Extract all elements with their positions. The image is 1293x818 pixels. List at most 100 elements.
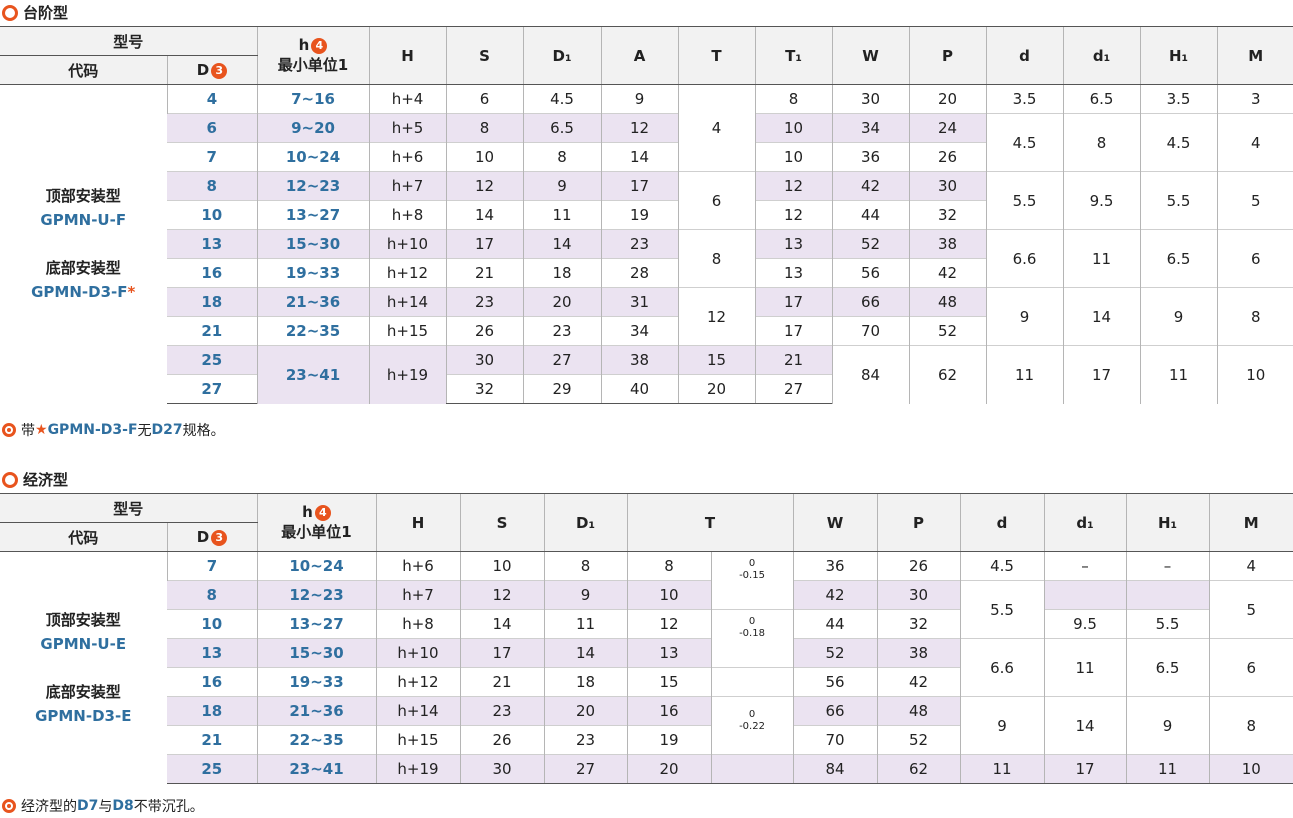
table-cell: 10 bbox=[445, 142, 524, 172]
table-cell: 10~24 bbox=[256, 551, 377, 581]
header-T: T bbox=[626, 493, 794, 552]
header-D1: D₁ bbox=[522, 26, 602, 85]
table-cell: 9 bbox=[600, 84, 679, 114]
table-cell: 5.5 bbox=[1125, 609, 1210, 639]
note-bullet-icon bbox=[2, 423, 16, 437]
table-cell: 27 bbox=[167, 374, 258, 404]
table-cell: 27 bbox=[522, 345, 602, 375]
table-cell: 17 bbox=[754, 316, 833, 346]
note-3-badge: 3 bbox=[211, 63, 228, 79]
code-cell: 顶部安装型 GPMN-U-F 底部安装型 GPMN-D3-F* bbox=[0, 84, 167, 404]
table-cell: 9 bbox=[959, 696, 1045, 755]
table-cell: 52 bbox=[876, 725, 961, 755]
section-title-text: 台阶型 bbox=[23, 4, 69, 22]
table-cell: h+8 bbox=[368, 200, 447, 230]
star-icon: ★ bbox=[35, 422, 48, 438]
table-cell: 40 bbox=[600, 374, 679, 404]
table-cell: 8 bbox=[1208, 696, 1293, 755]
table-cell: 27 bbox=[543, 754, 628, 784]
economy-type-footnote: 经济型的 D7 与 D8 不带沉孔。 bbox=[2, 796, 204, 816]
table-cell: – bbox=[1125, 551, 1210, 581]
table-cell: 26 bbox=[908, 142, 987, 172]
table-cell: 38 bbox=[876, 638, 961, 668]
table-cell: 9 bbox=[1125, 696, 1210, 755]
table-cell: 8 bbox=[1062, 113, 1141, 172]
table-cell: 3.5 bbox=[1139, 84, 1218, 114]
table-cell: 15 bbox=[677, 345, 756, 375]
table-cell: h+10 bbox=[368, 229, 447, 259]
table-cell: 30 bbox=[908, 171, 987, 201]
table-cell: 42 bbox=[831, 171, 910, 201]
table-cell: 25 bbox=[167, 345, 258, 375]
table-cell: 10 bbox=[1216, 345, 1293, 404]
table-cell: 18 bbox=[543, 667, 628, 697]
note-4-badge: 4 bbox=[314, 505, 331, 521]
table-cell: 9~20 bbox=[256, 113, 370, 143]
table-cell: 21~36 bbox=[256, 287, 370, 317]
table-cell bbox=[710, 667, 794, 697]
table-cell: 5.5 bbox=[985, 171, 1064, 230]
table-cell: 4 bbox=[677, 84, 756, 172]
table-cell: 84 bbox=[792, 754, 878, 784]
table-cell: h+7 bbox=[368, 171, 447, 201]
table-cell: 42 bbox=[792, 580, 878, 610]
table-cell: 3 bbox=[1216, 84, 1293, 114]
table-cell: 23~41 bbox=[256, 345, 370, 404]
table-cell: h+7 bbox=[375, 580, 461, 610]
table-cell: h+19 bbox=[368, 345, 447, 404]
table-cell: 21 bbox=[445, 258, 524, 288]
header-S: S bbox=[445, 26, 524, 85]
table-cell: 13~27 bbox=[256, 200, 370, 230]
table-cell: h+14 bbox=[375, 696, 461, 726]
section-title-economy: 经济型 bbox=[2, 469, 68, 490]
table-cell: 70 bbox=[792, 725, 878, 755]
table-cell: 11 bbox=[543, 609, 628, 639]
table-cell: 13 bbox=[754, 229, 833, 259]
table-cell: 6.5 bbox=[1125, 638, 1210, 697]
table-cell: 9.5 bbox=[1062, 171, 1141, 230]
header-D1: D₁ bbox=[543, 493, 628, 552]
table-cell: 21 bbox=[167, 316, 258, 346]
table-cell: – bbox=[1043, 551, 1127, 581]
table-cell: 12 bbox=[754, 171, 833, 201]
header-W: W bbox=[792, 493, 878, 552]
table-cell: 26 bbox=[459, 725, 545, 755]
table-cell: 21 bbox=[754, 345, 833, 375]
table-cell: 26 bbox=[445, 316, 524, 346]
table-cell: 16 bbox=[167, 258, 258, 288]
table-cell: 13~27 bbox=[256, 609, 377, 639]
table-cell: h+5 bbox=[368, 113, 447, 143]
header-code: 代码 bbox=[0, 522, 167, 552]
table-cell: 7 bbox=[167, 142, 258, 172]
table-cell: 17 bbox=[459, 638, 545, 668]
table-cell: 11 bbox=[522, 200, 602, 230]
table-cell: 36 bbox=[792, 551, 878, 581]
header-d: d bbox=[985, 26, 1064, 85]
table-cell: 8 bbox=[167, 171, 258, 201]
table-cell: 6 bbox=[1208, 638, 1293, 697]
table-cell: 34 bbox=[831, 113, 910, 143]
table-cell: 30 bbox=[459, 754, 545, 784]
table-cell: 27 bbox=[754, 374, 833, 404]
header-W: W bbox=[831, 26, 910, 85]
table-cell: 6 bbox=[1216, 229, 1293, 288]
table-cell: 12~23 bbox=[256, 580, 377, 610]
table-cell: 23 bbox=[522, 316, 602, 346]
table-cell: 48 bbox=[908, 287, 987, 317]
table-cell: 26 bbox=[876, 551, 961, 581]
table-cell: 23 bbox=[600, 229, 679, 259]
table-cell: 10 bbox=[626, 580, 712, 610]
table-cell: 8 bbox=[543, 551, 628, 581]
table-cell: 84 bbox=[831, 345, 910, 404]
table-cell: 30 bbox=[445, 345, 524, 375]
table-cell: 20 bbox=[543, 696, 628, 726]
table-cell bbox=[1125, 580, 1210, 610]
table-cell: 31 bbox=[600, 287, 679, 317]
table-cell: 10 bbox=[167, 609, 258, 639]
table-cell: 10 bbox=[1208, 754, 1293, 784]
table-cell: 14 bbox=[1043, 696, 1127, 755]
table-cell: 20 bbox=[522, 287, 602, 317]
